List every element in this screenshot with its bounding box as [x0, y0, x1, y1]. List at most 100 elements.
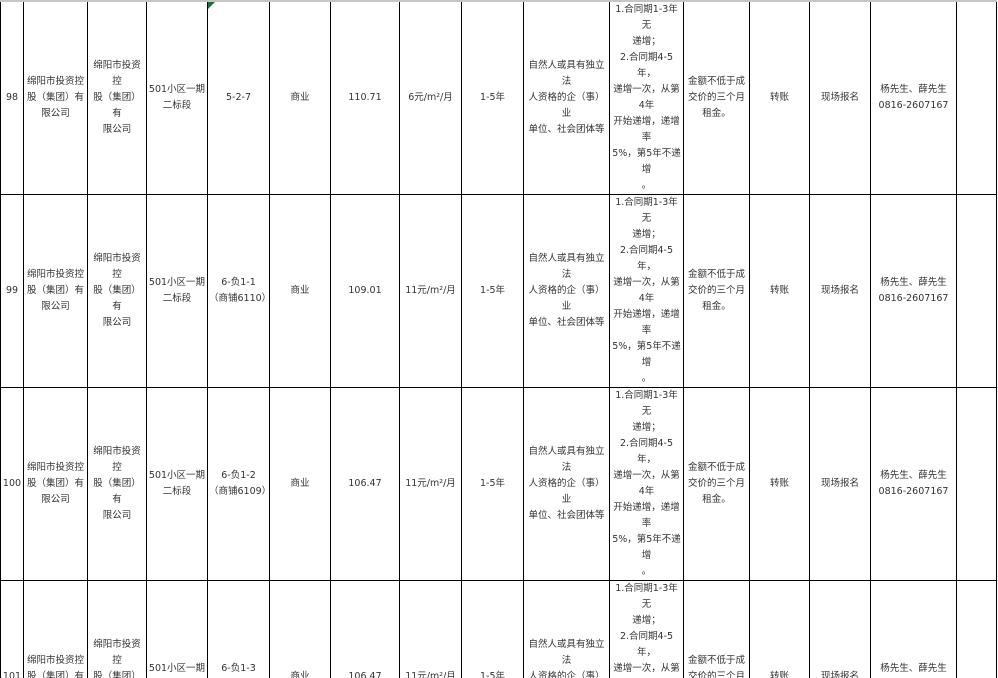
rent-price-text: 11元/m²/月 [405, 285, 456, 296]
cell-row-number[interactable]: 99 [0, 194, 24, 388]
table-row[interactable]: 99 绵阳市投资控 股（集团）有 限公司 绵阳市投资控 股（集团）有 限公司 5… [0, 194, 997, 388]
bidder-qualification-text: 自然人或具有独立法 人资格的企（事）业 单位、社会团体等 [528, 253, 605, 328]
cell-area[interactable]: 106.47 [330, 580, 400, 678]
cell-rent-price[interactable]: 11元/m²/月 [399, 580, 462, 678]
cell-bidder-qualification[interactable]: 自然人或具有独立法 人资格的企（事）业 单位、社会团体等 [523, 387, 610, 581]
cell-unit-number[interactable]: 6-负1-3 （商铺6108） [207, 580, 270, 678]
cell-bidder-qualification[interactable]: 自然人或具有独立法 人资格的企（事）业 单位、社会团体等 [523, 194, 610, 388]
cell-lease-term[interactable]: 1-5年 [461, 194, 524, 388]
cell-rent-price[interactable]: 11元/m²/月 [399, 194, 462, 388]
lessor-company-text: 绵阳市投资控 股（集团）有 限公司 [26, 655, 84, 678]
payment-method-text: 转账 [769, 478, 789, 489]
cell-row-number[interactable]: 98 [0, 0, 24, 195]
contact-info-text: 杨先生、薛先生 0816-2607167 [878, 84, 949, 111]
table-row[interactable]: 101 绵阳市投资控 股（集团）有 限公司 绵阳市投资控 股（集团）有 限公司 … [0, 580, 997, 678]
cell-project-name[interactable]: 501小区一期 二标段 [146, 0, 208, 195]
table-row[interactable]: 100 绵阳市投资控 股（集团）有 限公司 绵阳市投资控 股（集团）有 限公司 … [0, 387, 997, 581]
cell-lessor-company[interactable]: 绵阳市投资控 股（集团）有 限公司 [23, 0, 88, 195]
cell-deposit-requirement[interactable]: 金额不低于成 交价的三个月 租金。 [683, 580, 750, 678]
cell-lessor-company[interactable]: 绵阳市投资控 股（集团）有 限公司 [23, 387, 88, 581]
lease-term-text: 1-5年 [479, 285, 506, 296]
payment-method-text: 转账 [769, 92, 789, 103]
cell-lessor-company[interactable]: 绵阳市投资控 股（集团）有 限公司 [23, 580, 88, 678]
cell-unit-number[interactable]: 6-负1-2 （商铺6109） [207, 387, 270, 581]
cell-blank[interactable] [956, 0, 997, 195]
payment-method-text: 转账 [769, 285, 789, 296]
cell-usage-type[interactable]: 商业 [269, 194, 331, 388]
project-name-text: 501小区一期 二标段 [148, 663, 206, 674]
deposit-requirement-text: 金额不低于成 交价的三个月 租金。 [687, 269, 745, 312]
cell-contact-info[interactable]: 杨先生、薛先生 0816-2607167 [870, 0, 957, 195]
deposit-requirement-text: 金额不低于成 交价的三个月 租金。 [687, 76, 745, 119]
cell-lease-term[interactable]: 1-5年 [461, 580, 524, 678]
cell-registration-method[interactable]: 现场报名 [809, 580, 871, 678]
unit-number-text: 6-负1-2 （商铺6109） [209, 470, 270, 497]
contact-info-text: 杨先生、薛先生 0816-2607167 [878, 277, 949, 304]
cell-lease-term[interactable]: 1-5年 [461, 0, 524, 195]
cell-project-name[interactable]: 501小区一期 二标段 [146, 387, 208, 581]
cell-managing-company[interactable]: 绵阳市投资控 股（集团）有 限公司 [87, 0, 147, 195]
lessor-company-text: 绵阳市投资控 股（集团）有 限公司 [26, 76, 84, 119]
cell-managing-company[interactable]: 绵阳市投资控 股（集团）有 限公司 [87, 580, 147, 678]
usage-type-text: 商业 [290, 285, 310, 296]
cell-unit-number[interactable]: 5-2-7 [207, 0, 270, 195]
cell-rent-increase-terms[interactable]: 1.合同期1-3年无 递增； 2.合同期4-5年， 递增一次，从第4年 开始递增… [609, 387, 684, 581]
cell-contact-info[interactable]: 杨先生、薛先生 0816-2607167 [870, 580, 957, 678]
area-value-text: 106.47 [348, 671, 382, 678]
cell-rent-increase-terms[interactable]: 1.合同期1-3年无 递增； 2.合同期4-5年， 递增一次，从第4年 开始递增… [609, 194, 684, 388]
cell-registration-method[interactable]: 现场报名 [809, 0, 871, 195]
cell-registration-method[interactable]: 现场报名 [809, 387, 871, 581]
cell-row-number[interactable]: 101 [0, 580, 24, 678]
registration-method-text: 现场报名 [820, 671, 859, 678]
cell-usage-type[interactable]: 商业 [269, 387, 331, 581]
table-row[interactable]: 98 绵阳市投资控 股（集团）有 限公司 绵阳市投资控 股（集团）有 限公司 5… [0, 0, 997, 195]
cell-payment-method[interactable]: 转账 [749, 194, 810, 388]
cell-rent-price[interactable]: 11元/m²/月 [399, 387, 462, 581]
cell-area[interactable]: 110.71 [330, 0, 400, 195]
row-number-text: 99 [5, 285, 19, 296]
managing-company-text: 绵阳市投资控 股（集团）有 限公司 [93, 639, 141, 678]
cell-area[interactable]: 109.01 [330, 194, 400, 388]
cell-bidder-qualification[interactable]: 自然人或具有独立法 人资格的企（事）业 单位、社会团体等 [523, 0, 610, 195]
row-number-text: 100 [2, 478, 22, 489]
cell-blank[interactable] [956, 194, 997, 388]
cell-contact-info[interactable]: 杨先生、薛先生 0816-2607167 [870, 387, 957, 581]
cell-usage-type[interactable]: 商业 [269, 580, 331, 678]
cell-row-number[interactable]: 100 [0, 387, 24, 581]
cell-rent-increase-terms[interactable]: 1.合同期1-3年无 递增； 2.合同期4-5年， 递增一次，从第4年 开始递增… [609, 0, 684, 195]
contact-info-text: 杨先生、薛先生 0816-2607167 [880, 663, 947, 674]
cell-deposit-requirement[interactable]: 金额不低于成 交价的三个月 租金。 [683, 0, 750, 195]
project-name-text: 501小区一期 二标段 [148, 277, 206, 304]
cell-registration-method[interactable]: 现场报名 [809, 194, 871, 388]
project-name-text: 501小区一期 二标段 [148, 470, 206, 497]
cell-managing-company[interactable]: 绵阳市投资控 股（集团）有 限公司 [87, 387, 147, 581]
cell-payment-method[interactable]: 转账 [749, 0, 810, 195]
cell-blank[interactable] [956, 387, 997, 581]
cell-usage-type[interactable]: 商业 [269, 0, 331, 195]
cell-payment-method[interactable]: 转账 [749, 580, 810, 678]
cell-deposit-requirement[interactable]: 金额不低于成 交价的三个月 租金。 [683, 387, 750, 581]
cell-rent-price[interactable]: 6元/m²/月 [399, 0, 462, 195]
cell-area[interactable]: 106.47 [330, 387, 400, 581]
rent-increase-terms-text: 1.合同期1-3年无 递增； 2.合同期4-5年， 递增一次，从第4年 开始递增… [612, 390, 681, 577]
cell-deposit-requirement[interactable]: 金额不低于成 交价的三个月 租金。 [683, 194, 750, 388]
cell-contact-info[interactable]: 杨先生、薛先生 0816-2607167 [870, 194, 957, 388]
managing-company-text: 绵阳市投资控 股（集团）有 限公司 [93, 446, 141, 521]
usage-type-text: 商业 [290, 671, 310, 678]
cell-payment-method[interactable]: 转账 [749, 387, 810, 581]
lease-term-text: 1-5年 [479, 478, 506, 489]
bidder-qualification-text: 自然人或具有独立法 人资格的企（事）业 单位、社会团体等 [528, 446, 605, 521]
cell-managing-company[interactable]: 绵阳市投资控 股（集团）有 限公司 [87, 194, 147, 388]
cell-project-name[interactable]: 501小区一期 二标段 [146, 580, 208, 678]
cell-lease-term[interactable]: 1-5年 [461, 387, 524, 581]
bidder-qualification-text: 自然人或具有独立法 人资格的企（事）业 单位、社会团体等 [528, 639, 605, 678]
cell-blank[interactable] [956, 580, 997, 678]
cell-project-name[interactable]: 501小区一期 二标段 [146, 194, 208, 388]
lease-term-text: 1-5年 [479, 671, 506, 678]
cell-lessor-company[interactable]: 绵阳市投资控 股（集团）有 限公司 [23, 194, 88, 388]
cell-unit-number[interactable]: 6-负1-1 （商铺6110） [207, 194, 270, 388]
usage-type-text: 商业 [290, 478, 310, 489]
area-value-text: 110.71 [348, 92, 382, 103]
cell-bidder-qualification[interactable]: 自然人或具有独立法 人资格的企（事）业 单位、社会团体等 [523, 580, 610, 678]
cell-rent-increase-terms[interactable]: 1.合同期1-3年无 递增； 2.合同期4-5年， 递增一次，从第4年 开始递增… [609, 580, 684, 678]
